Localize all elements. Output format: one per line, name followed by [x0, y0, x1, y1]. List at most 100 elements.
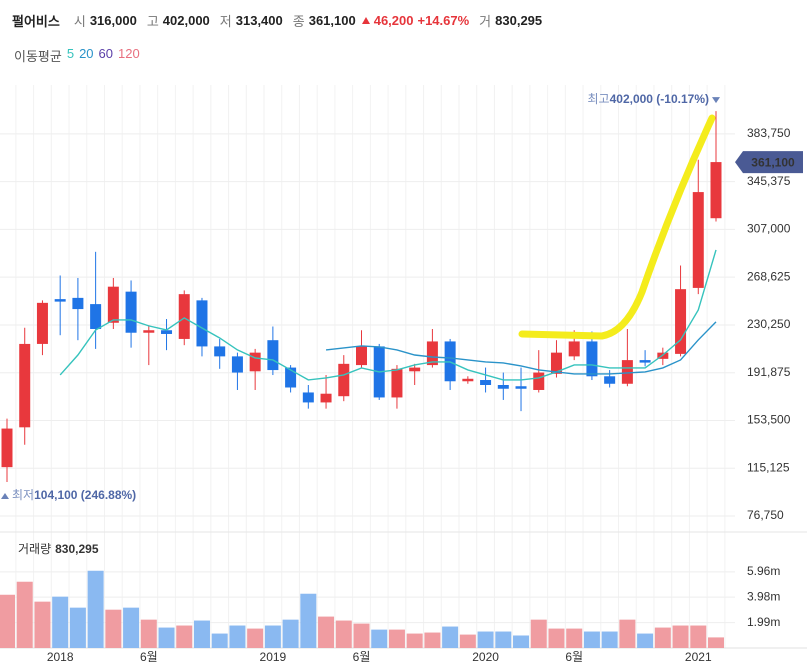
- ma-line: [325, 321, 717, 375]
- y-tick-label: 230,250: [747, 317, 791, 331]
- volume-bar: [264, 625, 281, 648]
- candle-body: [54, 299, 66, 302]
- candle-body: [214, 346, 226, 357]
- candle-body: [161, 330, 173, 334]
- candle-body: [480, 380, 492, 385]
- volume-bar: [140, 619, 157, 648]
- high-text: 402,000 (-10.17%): [610, 92, 709, 106]
- volume-title-label: 거래량: [18, 542, 51, 556]
- stock-name: 펄어비스: [12, 14, 60, 29]
- high-label: 고: [146, 14, 159, 29]
- volume-bar: [335, 620, 352, 648]
- candle-body: [36, 302, 48, 344]
- x-tick-label: 2020: [472, 650, 499, 664]
- low-label: 최저: [12, 488, 34, 502]
- volume-bar: [530, 619, 547, 648]
- volume-title-value: 830,295: [55, 542, 99, 556]
- candle-body: [143, 330, 155, 333]
- y-tick-label: 191,875: [747, 365, 791, 379]
- close-value: 361,100: [308, 13, 356, 28]
- ma-legend-item: 20: [79, 46, 94, 61]
- volume-bar: [495, 631, 512, 648]
- ma-line: [59, 249, 717, 381]
- ma-legend-item: 60: [98, 46, 114, 61]
- last-price-label: 361,100: [751, 155, 795, 169]
- ma-legend-item: 5: [66, 46, 75, 61]
- low-value: 313,400: [235, 13, 283, 28]
- y-tick-label: 383,750: [747, 126, 791, 140]
- y-tick-label: 345,375: [747, 174, 791, 188]
- high-annotation: 최고402,000 (-10.17%): [588, 92, 710, 106]
- volume-bar: [690, 625, 707, 648]
- high-value: 402,000: [162, 13, 210, 28]
- volume-bar: [477, 631, 494, 648]
- ma-legend-title: 이동평균: [14, 49, 62, 64]
- close-label: 종: [292, 14, 305, 29]
- volume-bar: [34, 601, 51, 648]
- high-label: 최고: [588, 92, 610, 106]
- volume-bar: [247, 628, 264, 648]
- candle-body: [196, 300, 208, 347]
- volume-bar: [708, 637, 724, 648]
- change: 46,200: [373, 13, 414, 28]
- volume-label: 거: [479, 14, 492, 29]
- ma-legend: 이동평균 5 20 60 120: [14, 46, 140, 65]
- candle-body: [462, 378, 474, 382]
- volume-bar: [388, 629, 405, 648]
- highlight-stroke: [518, 114, 716, 340]
- y-tick-label: 268,625: [747, 269, 791, 283]
- candle-body: [72, 297, 84, 310]
- volume-bar: [69, 607, 86, 648]
- volume-bar: [123, 607, 140, 648]
- candle-body: [426, 341, 438, 366]
- volume-bar: [0, 594, 15, 648]
- volume-bar: [548, 628, 565, 648]
- y-tick-label: 76,750: [747, 508, 784, 522]
- open-value: 316,000: [89, 13, 137, 28]
- volume-tick-label: 5.96m: [747, 564, 780, 578]
- y-tick-label: 307,000: [747, 222, 791, 236]
- candle-body: [249, 352, 261, 372]
- volume-bar: [52, 596, 69, 648]
- volume-tick-label: 1.99m: [747, 615, 780, 629]
- x-tick-label: 2021: [685, 650, 712, 664]
- candle-body: [338, 363, 350, 397]
- candle-body: [267, 340, 279, 371]
- volume-bar: [654, 627, 671, 648]
- change-rate: +14.67%: [417, 13, 470, 28]
- volume-bar: [282, 619, 299, 648]
- candle-body: [621, 360, 633, 384]
- volume-bar: [158, 627, 175, 648]
- up-icon: [361, 17, 370, 24]
- y-tick-label: 153,500: [747, 413, 791, 427]
- volume-bar: [229, 625, 246, 648]
- candle-body: [302, 392, 314, 403]
- candle-body: [107, 286, 119, 323]
- last-price-tag: [735, 151, 803, 174]
- volume-bar: [406, 633, 423, 648]
- low-label: 저: [219, 14, 232, 29]
- x-tick-label: 2019: [260, 650, 287, 664]
- volume-bar: [193, 620, 210, 648]
- x-tick-label: 6월: [140, 650, 158, 664]
- volume-bar: [424, 632, 441, 648]
- candle-body: [409, 367, 421, 372]
- candle-body: [533, 372, 545, 390]
- volume-bar: [601, 631, 618, 648]
- volume-bar: [672, 625, 689, 648]
- candle-body: [231, 356, 243, 373]
- volume-bar: [211, 633, 228, 648]
- open-label: 시: [73, 14, 86, 29]
- candle-body: [710, 162, 722, 219]
- header: 펄어비스 시 316,000 고 402,000 저 313,400 종 361…: [12, 11, 542, 30]
- candle-body: [639, 360, 651, 363]
- x-tick-label: 6월: [565, 650, 583, 664]
- volume-bar: [583, 631, 600, 648]
- candle-body: [550, 352, 562, 374]
- volume-bar: [566, 628, 583, 648]
- candle-body: [178, 294, 190, 339]
- volume-bar: [176, 625, 193, 648]
- candle-body: [356, 346, 367, 366]
